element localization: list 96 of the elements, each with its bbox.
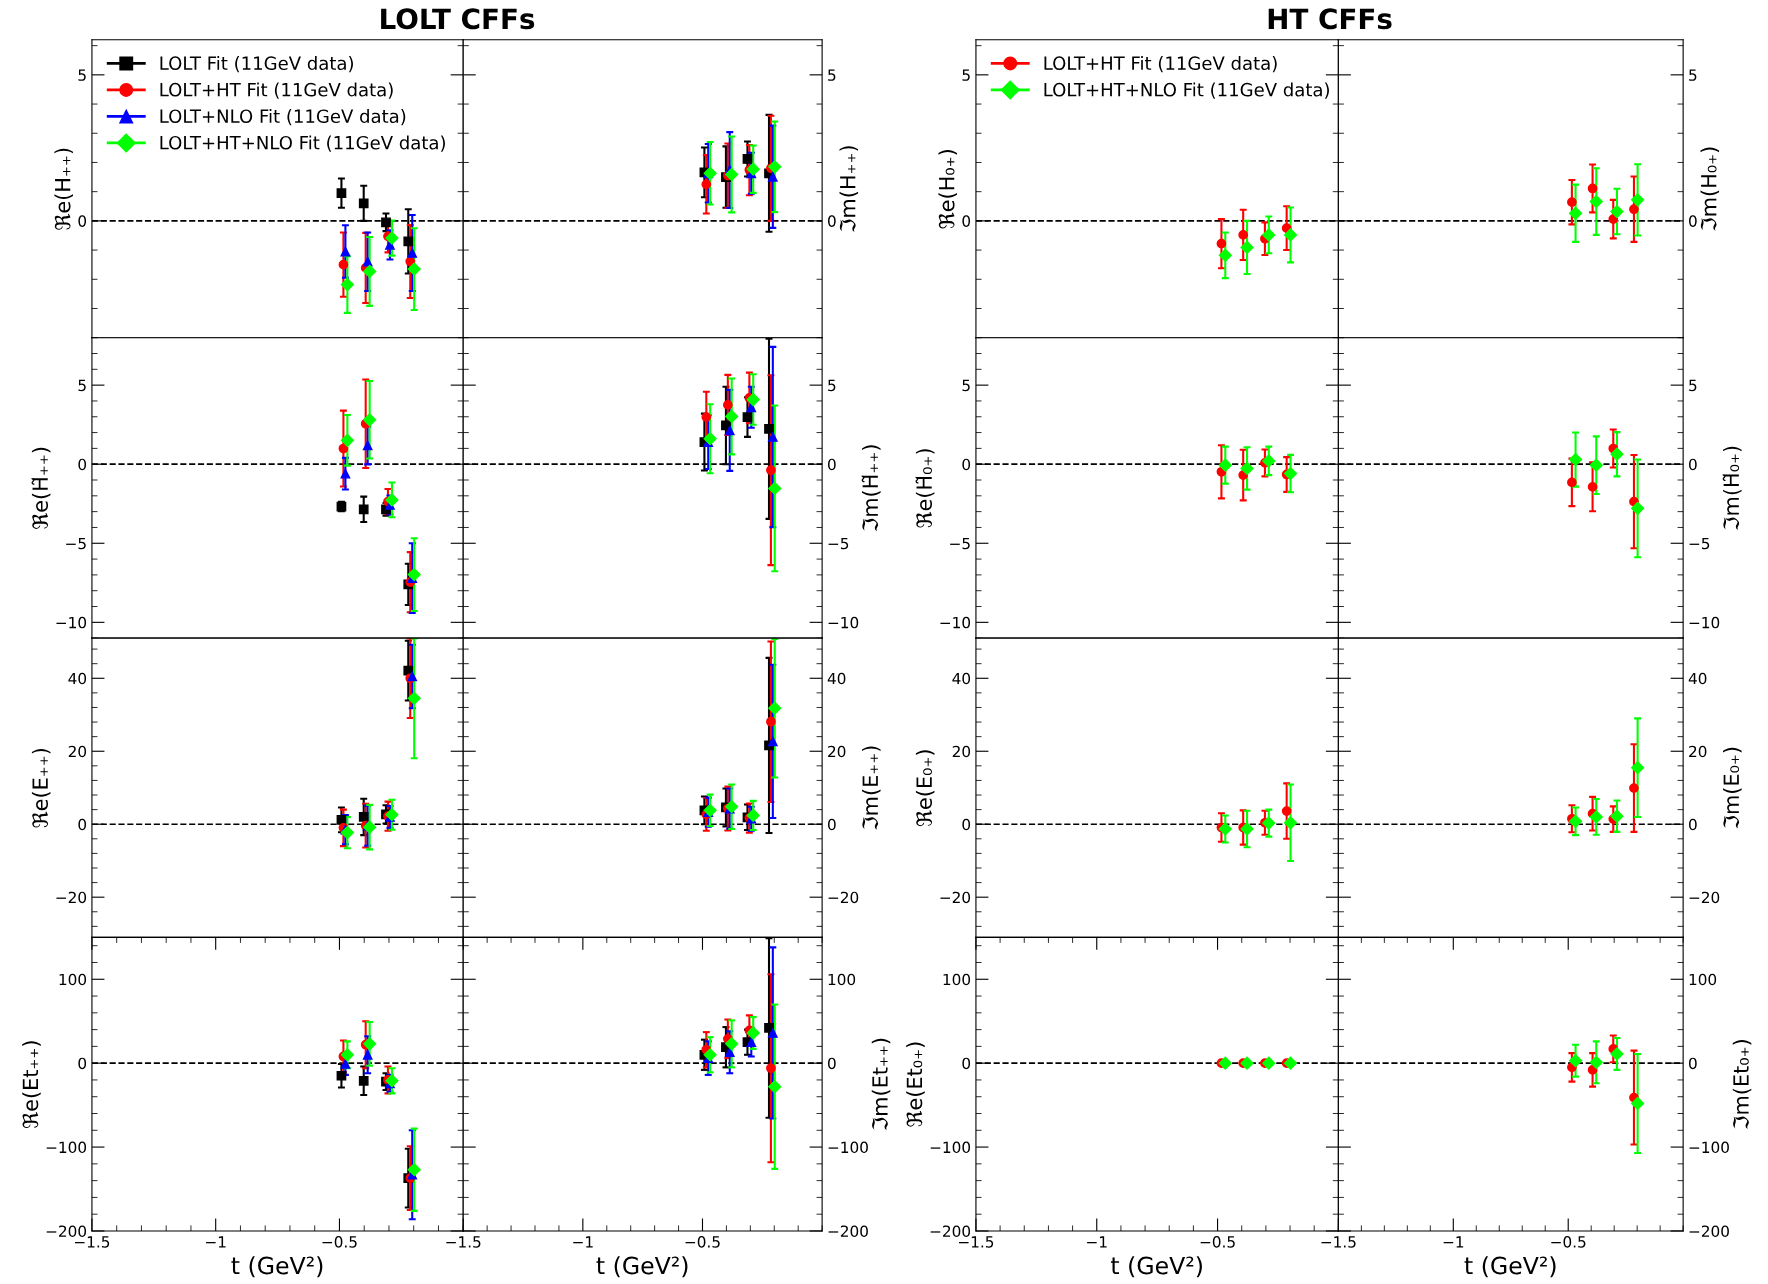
x-tick-label: −1 — [1443, 1236, 1464, 1248]
legend-label: LOLT+HT Fit (11GeV data) — [160, 82, 393, 99]
x-tick-label: −1.5 — [959, 1236, 994, 1248]
y-tick-label: 0 — [1689, 1057, 1697, 1070]
x-tick-label: −0.5 — [685, 1236, 720, 1248]
y-axis-title: ℑm(H₊₊) — [839, 146, 859, 233]
x-axis-title: t (GeV²) — [231, 1256, 323, 1278]
legend-label: LOLT+HT+NLO Fit (11GeV data) — [1044, 82, 1329, 99]
y-tick-label: −100 — [1689, 1141, 1729, 1154]
y-tick-label: 0 — [1689, 215, 1697, 227]
legend-label: LOLT+HT+NLO Fit (11GeV data) — [160, 135, 445, 152]
x-axis-title: t (GeV²) — [596, 1256, 688, 1278]
y-axis-title: ℑm(E₊₊) — [862, 746, 881, 830]
y-tick-label: 0 — [827, 1057, 836, 1070]
y-tick-label: 40 — [68, 672, 87, 685]
y-tick-label: −5 — [1689, 537, 1710, 550]
chart-title: LOLT CFFs — [381, 8, 535, 30]
y-tick-label: 20 — [68, 745, 87, 758]
x-axis-title: t (GeV²) — [1464, 1256, 1556, 1278]
y-tick-label: 100 — [943, 973, 971, 986]
y-tick-label: 100 — [828, 973, 856, 986]
y-axis-title: ℑm(H̃₀₊) — [1722, 446, 1742, 530]
y-tick-label: −100 — [930, 1141, 971, 1154]
y-tick-label: 40 — [827, 672, 846, 685]
y-tick-label: 5 — [1689, 69, 1697, 81]
y-tick-label: −20 — [828, 891, 859, 904]
y-tick-label: 0 — [962, 458, 971, 471]
y-tick-label: −20 — [940, 891, 971, 904]
y-tick-label: 5 — [78, 69, 86, 81]
y-tick-label: 40 — [952, 672, 971, 685]
y-axis-title: ℜe(H₊₊) — [54, 148, 73, 230]
y-tick-label: −200 — [1689, 1225, 1729, 1237]
legend-label: LOLT Fit (11GeV data) — [160, 56, 353, 73]
x-tick-label: −1 — [206, 1236, 226, 1248]
y-tick-label: −10 — [1689, 616, 1720, 629]
x-tick-label: −0.5 — [1200, 1236, 1235, 1248]
y-tick-label: 0 — [827, 215, 836, 227]
y-tick-label: −200 — [930, 1225, 971, 1237]
y-axis-title: ℜe(E₊₊) — [31, 748, 51, 828]
y-tick-label: −200 — [828, 1225, 868, 1237]
x-tick-label: −1 — [573, 1236, 593, 1248]
y-tick-label: −10 — [828, 616, 859, 629]
x-tick-label: −0.5 — [322, 1236, 357, 1248]
y-tick-label: 0 — [78, 1057, 87, 1070]
x-tick-label: −0.5 — [1551, 1236, 1586, 1248]
y-tick-label: −20 — [1689, 891, 1720, 904]
y-axis-title: ℜe(H̃₀₊) — [915, 449, 935, 528]
y-tick-label: −10 — [940, 616, 971, 629]
y-tick-label: 100 — [59, 973, 87, 986]
y-tick-label: 5 — [1689, 379, 1697, 392]
legend-label: LOLT+NLO Fit (11GeV data) — [160, 109, 406, 126]
y-axis-title: ℜe(Et₊₊) — [22, 1041, 41, 1128]
y-axis-title: ℜe(H₀₊) — [938, 150, 957, 229]
x-tick-label: −1.5 — [446, 1236, 481, 1248]
y-axis-title: ℑm(Et₀₊) — [1732, 1040, 1752, 1129]
y-axis-title: ℜe(H̃₊₊) — [31, 447, 51, 529]
y-tick-label: 0 — [78, 818, 87, 831]
y-tick-label: 0 — [1689, 818, 1697, 831]
y-tick-label: 0 — [827, 458, 836, 471]
y-tick-label: 0 — [1689, 458, 1697, 471]
y-tick-label: −5 — [950, 537, 970, 550]
x-axis-title: t (GeV²) — [1110, 1256, 1202, 1278]
x-tick-label: −1.5 — [1321, 1236, 1356, 1248]
y-tick-label: −10 — [56, 616, 87, 629]
y-tick-label: 0 — [962, 1057, 971, 1070]
y-tick-label: 5 — [78, 379, 86, 392]
y-tick-label: 20 — [952, 745, 971, 758]
y-axis-title: ℑm(Et₊₊) — [871, 1038, 891, 1131]
y-tick-label: −5 — [828, 537, 849, 550]
y-tick-label: 100 — [1689, 973, 1717, 986]
x-tick-label: −1 — [1087, 1236, 1107, 1248]
y-axis-title: ℜe(Et₀₊) — [906, 1042, 925, 1127]
y-tick-label: 5 — [962, 69, 970, 81]
y-tick-label: 5 — [962, 379, 970, 392]
y-tick-label: 0 — [827, 818, 836, 831]
y-tick-label: 5 — [828, 69, 836, 81]
y-tick-label: 0 — [962, 818, 971, 831]
y-axis-title: ℑm(E₀₊) — [1723, 747, 1742, 829]
y-tick-label: 5 — [828, 379, 836, 392]
y-tick-label: 0 — [78, 215, 87, 227]
y-axis-title: ℜe(E₀₊) — [915, 750, 935, 827]
y-tick-label: 20 — [828, 745, 846, 758]
y-tick-label: −20 — [56, 891, 87, 904]
chart-title: HT CFFs — [1268, 8, 1392, 30]
y-tick-label: −5 — [66, 537, 86, 550]
y-tick-label: −100 — [828, 1141, 868, 1154]
y-tick-label: 40 — [1688, 672, 1707, 685]
y-tick-label: 0 — [78, 458, 87, 471]
y-tick-label: 20 — [1689, 745, 1707, 758]
y-axis-title: ℑm(H̃₊₊) — [861, 445, 881, 532]
x-tick-label: −1.5 — [75, 1236, 110, 1248]
legend-label: LOLT+HT Fit (11GeV data) — [1044, 56, 1277, 73]
y-tick-label: −100 — [46, 1141, 87, 1154]
y-axis-title: ℑm(H₀₊) — [1700, 147, 1720, 231]
y-tick-label: 0 — [962, 215, 971, 227]
y-tick-label: −200 — [46, 1225, 87, 1237]
